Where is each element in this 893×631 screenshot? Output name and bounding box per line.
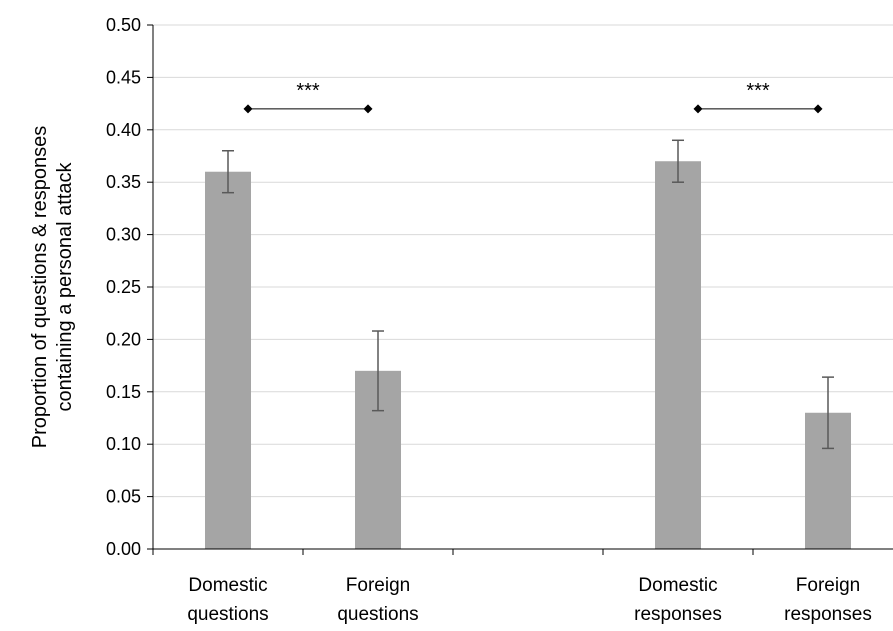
y-tick-label: 0.35: [106, 172, 141, 192]
y-axis-label: Proportion of questions & responses conta…: [29, 126, 76, 448]
significance-label: ***: [746, 80, 770, 102]
bar: [205, 171, 251, 549]
y-tick-label: 0.50: [106, 15, 141, 35]
x-category-label: responses: [784, 604, 872, 625]
axes: [147, 24, 893, 555]
y-tick-labels: 0.00 0.05 0.10 0.15 0.20 0.25 0.30 0.35 0.40 0.45…: [106, 15, 141, 559]
y-tick-label: 0.15: [106, 382, 141, 402]
gridlines: [153, 24, 893, 498]
significance-marker: [693, 104, 703, 114]
significance-marker: [243, 104, 253, 114]
bars: [205, 161, 851, 550]
x-category-labels: Domestic questions Foreign questions Domesti…: [187, 575, 872, 625]
y-axis-label-line: Proportion of questions & responses: [29, 126, 51, 448]
y-tick-label: 0.30: [106, 225, 141, 245]
error-bars: [222, 139, 834, 450]
significance-brackets: *** ***: [243, 80, 823, 114]
x-category-label: questions: [337, 604, 418, 625]
y-tick-label: 0.10: [106, 434, 141, 454]
x-category-label: responses: [634, 604, 722, 625]
y-axis-label-line: containing a personal attack: [54, 161, 76, 411]
x-category-label: questions: [187, 604, 268, 625]
y-tick-label: 0.05: [106, 487, 141, 507]
x-category-label: Domestic: [188, 575, 267, 596]
y-tick-label: 0.00: [106, 539, 141, 559]
x-category-label: Foreign: [346, 575, 410, 596]
y-tick-label: 0.40: [106, 120, 141, 140]
x-category-label: Domestic: [638, 575, 717, 596]
x-category-label: Foreign: [796, 575, 860, 596]
y-tick-label: 0.20: [106, 329, 141, 349]
y-tick-label: 0.45: [106, 67, 141, 87]
bar: [655, 161, 701, 550]
significance-marker: [813, 104, 823, 114]
y-tick-label: 0.25: [106, 277, 141, 297]
significance-marker: [363, 104, 373, 114]
significance-label: ***: [296, 80, 320, 102]
